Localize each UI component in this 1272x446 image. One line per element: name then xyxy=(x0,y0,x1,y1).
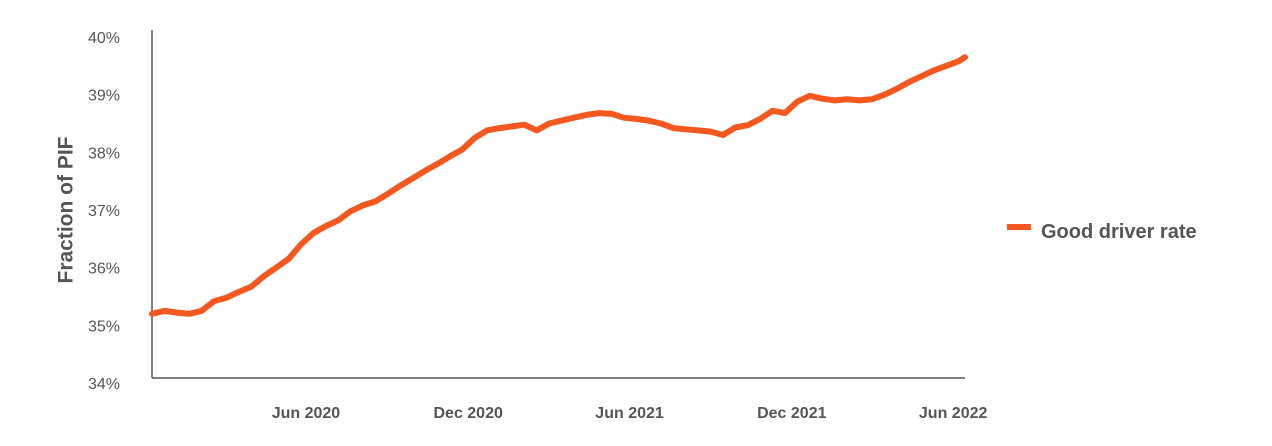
series-line-good-driver-rate xyxy=(149,54,968,317)
x-tick-label: Jun 2022 xyxy=(919,405,988,422)
x-tick-label: Jun 2021 xyxy=(595,405,664,422)
legend: Good driver rate xyxy=(1007,221,1197,243)
x-tick-label: Dec 2020 xyxy=(433,405,502,422)
y-tick-label: 37% xyxy=(88,203,120,220)
y-tick-label: 34% xyxy=(88,376,120,393)
x-axis-ticks: Jun 2020 Dec 2020 Jun 2021 Dec 2021 Jun 2022 xyxy=(272,405,988,422)
y-axis-ticks: 34% 35% 36% 37% 38% 39% 40% xyxy=(88,30,120,393)
y-tick-label: 40% xyxy=(88,30,120,47)
x-tick-label: Dec 2021 xyxy=(757,405,826,422)
y-tick-label: 36% xyxy=(88,261,120,278)
series-points xyxy=(149,54,968,317)
y-tick-label: 38% xyxy=(88,145,120,162)
y-tick-label: 39% xyxy=(88,88,120,105)
y-axis-label: Fraction of PIF xyxy=(55,136,78,283)
x-tick-label: Jun 2020 xyxy=(272,405,341,422)
y-tick-label: 35% xyxy=(88,318,120,335)
legend-label-good-driver-rate: Good driver rate xyxy=(1041,221,1197,243)
